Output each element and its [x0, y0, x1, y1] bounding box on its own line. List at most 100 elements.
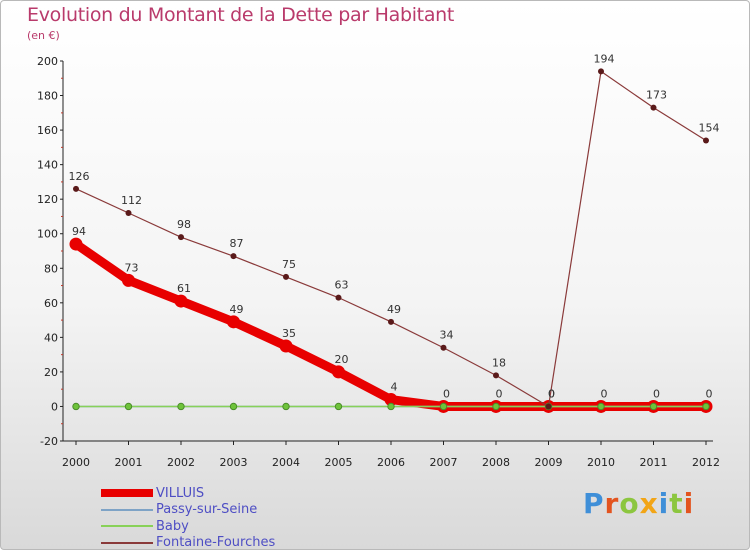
data-point — [230, 253, 237, 260]
data-point — [334, 402, 343, 411]
data-point — [649, 402, 658, 411]
x-tick-label: 2000 — [62, 456, 90, 469]
data-point — [439, 402, 448, 411]
series-layer — [69, 68, 713, 413]
data-label: 20 — [335, 353, 349, 366]
x-tick-label: 2007 — [430, 456, 458, 469]
data-label: 61 — [177, 282, 191, 295]
data-point — [650, 104, 657, 111]
data-label: 0 — [548, 387, 555, 400]
data-point — [174, 294, 188, 308]
x-tick-label: 2010 — [587, 456, 615, 469]
y-tick-label: 60 — [44, 297, 58, 310]
x-tick-label: 2009 — [535, 456, 563, 469]
data-point — [493, 372, 499, 379]
legend-label-fontaine: Fontaine-Fourches — [156, 535, 276, 550]
data-label: 35 — [282, 327, 296, 340]
x-tick-label: 2001 — [115, 456, 143, 469]
legend-swatch-fontaine — [101, 541, 153, 544]
y-tick-label: 40 — [44, 331, 58, 344]
data-label: 34 — [440, 329, 454, 342]
data-label: 49 — [230, 303, 244, 316]
x-tick-label: 2006 — [377, 456, 405, 469]
data-label: 49 — [387, 303, 401, 316]
x-tick-label: 2012 — [692, 456, 720, 469]
legend-item: Fontaine-Fourches — [101, 535, 276, 550]
data-point — [384, 393, 398, 407]
data-point — [335, 294, 342, 301]
data-label: 73 — [125, 261, 139, 274]
data-label: 154 — [699, 121, 720, 134]
data-point — [332, 365, 345, 379]
data-point — [73, 185, 79, 192]
data-label: 75 — [282, 258, 296, 271]
x-tick-label: 2002 — [167, 456, 195, 469]
data-point — [125, 210, 132, 216]
legend-swatch-villuis — [101, 489, 153, 498]
logo-letter: o — [619, 487, 640, 520]
legend: VILLUIS Passy-sur-Seine Baby Fontaine-Fo… — [101, 485, 276, 550]
y-tick-label: 140 — [37, 159, 58, 172]
data-label: 87 — [230, 237, 244, 250]
legend-swatch-baby — [101, 525, 153, 528]
legend-label-passy: Passy-sur-Seine — [156, 502, 258, 518]
logo-letter: i — [683, 487, 695, 520]
logo-letter: P — [583, 487, 605, 520]
proxiti-logo: Proxiti — [583, 487, 694, 520]
legend-swatch-passy — [101, 508, 153, 511]
legend-label-villuis: VILLUIS — [156, 485, 205, 501]
y-tick-label: 0 — [51, 400, 58, 413]
y-tick-label: -20 — [40, 435, 58, 448]
legend-item: Baby — [101, 518, 275, 535]
legend-label-baby: Baby — [156, 518, 189, 534]
data-label: 63 — [335, 279, 349, 292]
data-label: 0 — [548, 387, 555, 400]
data-point — [229, 402, 238, 411]
data-label: 0 — [601, 387, 608, 400]
y-tick-label: 200 — [37, 55, 58, 68]
y-tick-label: 100 — [37, 228, 58, 241]
data-point — [440, 344, 447, 351]
logo-letter: x — [639, 487, 659, 520]
y-tick-label: 120 — [37, 193, 58, 206]
x-tick-label: 2008 — [482, 456, 510, 469]
data-label: 0 — [443, 387, 450, 400]
data-label: 194 — [594, 52, 615, 65]
x-tick-label: 2011 — [640, 456, 668, 469]
y-tick-label: 80 — [44, 262, 58, 275]
data-point — [387, 402, 395, 411]
data-label: 173 — [646, 89, 667, 102]
legend-item: Passy-sur-Seine — [101, 502, 275, 519]
data-point — [703, 137, 709, 144]
logo-letter: r — [604, 487, 620, 520]
chart-unit-label: (en €) — [27, 29, 60, 42]
y-tick-label: 160 — [37, 124, 58, 137]
data-point — [227, 315, 240, 329]
data-point — [72, 402, 80, 411]
data-point — [177, 402, 185, 411]
data-label: 126 — [69, 170, 90, 183]
logo-letter: t — [669, 487, 684, 520]
chart-title: Evolution du Montant de la Dette par Hab… — [27, 4, 455, 26]
data-label: 18 — [492, 356, 506, 369]
data-label: 0 — [653, 387, 660, 400]
data-point — [702, 402, 710, 411]
data-point — [597, 402, 605, 411]
x-tick-label: 2003 — [220, 456, 248, 469]
data-point — [122, 273, 135, 287]
logo-letter: i — [658, 487, 670, 520]
data-label: 4 — [391, 381, 398, 394]
legend-item: VILLUIS — [101, 485, 275, 502]
data-point — [124, 402, 133, 411]
data-label: 94 — [72, 225, 86, 238]
data-point — [545, 403, 552, 410]
data-label: 0 — [706, 387, 713, 400]
data-point — [492, 402, 500, 411]
data-point — [388, 318, 394, 325]
data-point — [69, 237, 83, 251]
x-tick-label: 2005 — [325, 456, 353, 469]
series-line — [75, 70, 707, 408]
